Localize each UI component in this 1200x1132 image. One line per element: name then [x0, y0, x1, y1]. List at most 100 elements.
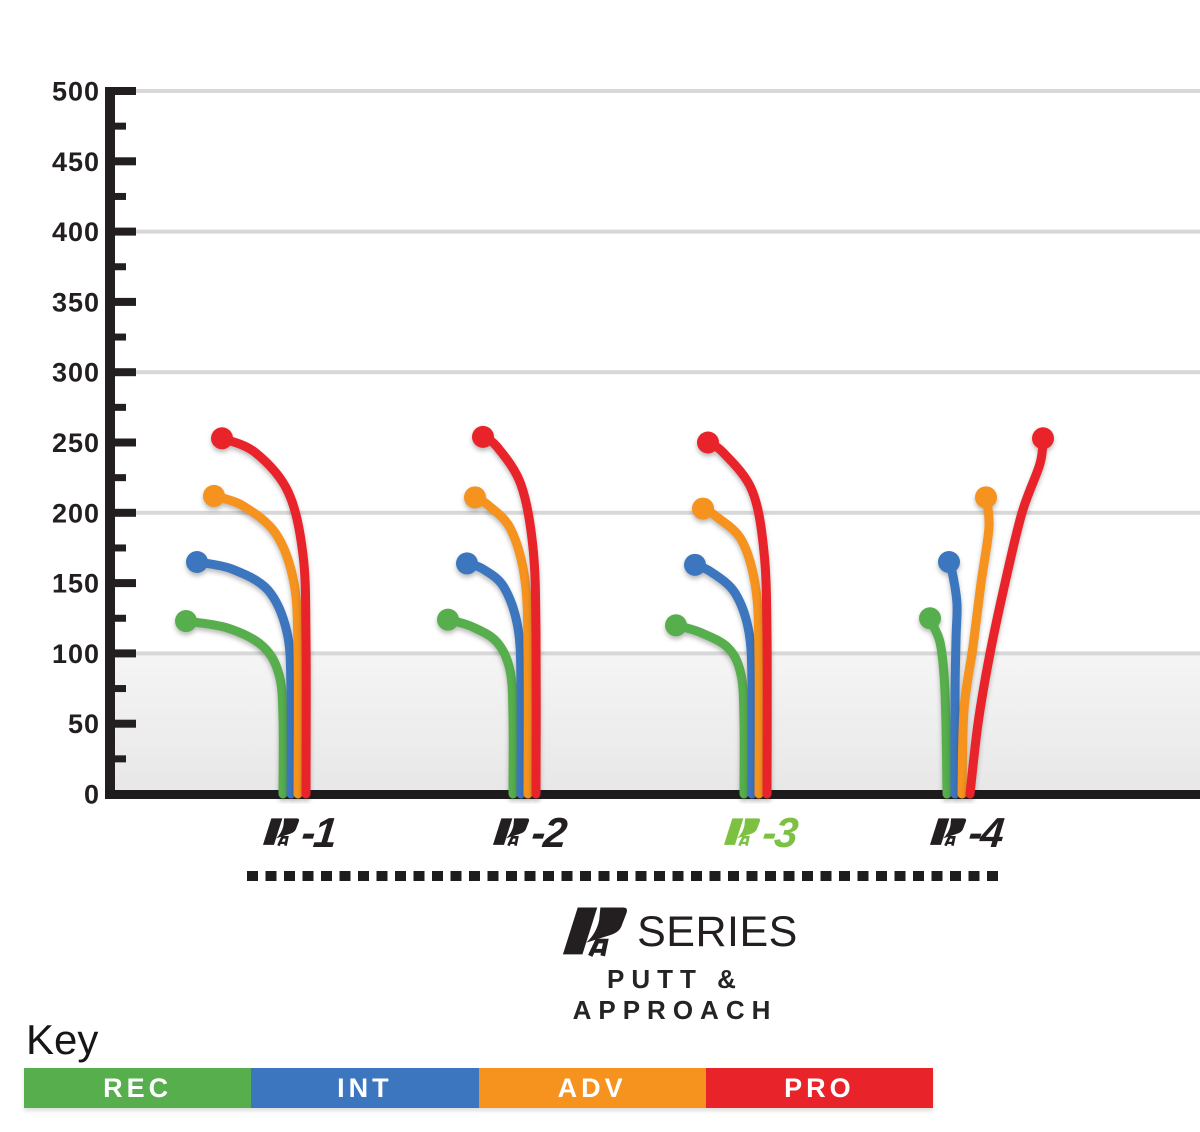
legend-segment-label: INT [337, 1072, 393, 1103]
flight-paths [175, 425, 1054, 799]
y-tick-label-450: 450 [52, 147, 100, 177]
flight-pa-3-int [684, 553, 757, 799]
flight-pa-2-int [456, 552, 526, 799]
gridline-200 [115, 510, 1200, 515]
flight-line [478, 432, 541, 799]
minor-tick-75 [113, 685, 126, 693]
minor-tick-425 [113, 192, 126, 200]
pa-monogram-icon [718, 816, 762, 849]
flight-pa-1-adv [203, 484, 303, 799]
flight-pa-3-rec [665, 614, 749, 799]
pa-monogram-icon [257, 816, 301, 849]
major-tick-250 [113, 438, 136, 447]
y-tick-label-400: 400 [52, 217, 100, 247]
series-word: SERIES [637, 908, 798, 956]
disc-label-pa-2: -2 [487, 808, 568, 856]
disc-label-pa-4: -4 [924, 809, 1005, 856]
y-axis-tick-labels: 0 50 100 150 200 250 300 350 400 450 500 [52, 77, 100, 805]
y-tick-label-50: 50 [68, 709, 100, 739]
flight-pa-4-adv [957, 486, 997, 799]
landing-dot [203, 484, 225, 507]
y-tick-label-150: 150 [52, 569, 100, 599]
landing-dot [211, 427, 233, 450]
legend-segment-pro: PRO [705, 1068, 933, 1108]
y-tick-label-200: 200 [52, 498, 100, 528]
flight-line [462, 558, 526, 799]
pa-monogram-icon [924, 816, 968, 849]
major-tick-400 [113, 227, 136, 236]
flight-line [703, 438, 772, 799]
y-tick-label-350: 350 [52, 287, 100, 317]
flight-pa-1-int [186, 551, 296, 799]
major-tick-150 [113, 579, 136, 588]
major-tick-50 [113, 719, 136, 728]
landing-dot [919, 607, 941, 630]
flight-line [671, 620, 749, 799]
flight-pa-2-rec [437, 608, 518, 799]
landing-dot [692, 497, 714, 520]
landing-dot [1032, 427, 1054, 450]
landing-dot [684, 553, 706, 576]
flight-pa-2-pro [472, 425, 541, 799]
y-axis-line [105, 87, 115, 798]
landing-dot [437, 608, 459, 631]
y-tick-label-500: 500 [52, 77, 100, 107]
y-tick-label-250: 250 [52, 428, 100, 458]
flight-pa-3-pro [697, 431, 772, 799]
landing-dot [938, 551, 960, 574]
flight-pa-2-adv [464, 486, 533, 799]
landing-dot [472, 425, 494, 448]
x-axis-line [105, 790, 1200, 799]
minor-tick-175 [113, 544, 126, 552]
legend-title: Key [26, 1016, 99, 1063]
flight-line [217, 433, 311, 799]
landing-dot [186, 551, 208, 574]
y-tick-label-0: 0 [84, 780, 100, 805]
dashed-separator [247, 871, 1005, 881]
landing-dot [175, 610, 197, 633]
legend-segment-int: INT [251, 1068, 479, 1108]
legend-segment-rec: REC [24, 1068, 252, 1108]
major-tick-500 [113, 87, 136, 95]
flight-pa-3-adv [692, 497, 764, 799]
flight-line [192, 557, 296, 799]
legend-segment-label: ADV [557, 1072, 627, 1103]
flight-line [690, 560, 757, 799]
flight-pa-1-pro [211, 427, 311, 799]
minor-tick-275 [113, 403, 126, 411]
landing-dot [464, 486, 486, 509]
minor-tick-125 [113, 614, 126, 622]
gridline-100 [115, 651, 1200, 656]
flight-pa-1-rec [175, 610, 288, 799]
major-tick-350 [113, 297, 136, 306]
pa-monogram-icon [552, 904, 630, 961]
disc-number: -2 [529, 808, 568, 856]
legend-segment-label: PRO [784, 1072, 855, 1103]
y-tick-label-100: 100 [52, 639, 100, 669]
legend-segment-label: REC [103, 1072, 173, 1103]
flight-line [470, 492, 533, 799]
gridlines [115, 89, 1200, 656]
flight-line [209, 491, 303, 799]
landing-dot [456, 552, 478, 575]
legend-bar: REC INT ADV PRO [24, 1068, 933, 1108]
flight-line [698, 504, 764, 799]
major-tick-300 [113, 368, 136, 377]
pa-monogram-icon [487, 816, 531, 849]
disc-label-pa-3: -3 [718, 808, 799, 856]
landing-dot [665, 614, 687, 637]
minor-tick-375 [113, 263, 126, 271]
disc-number: -3 [760, 808, 799, 856]
flight-line [965, 433, 1048, 799]
flight-line [443, 615, 518, 799]
disc-number: -1 [299, 808, 338, 856]
flight-line [944, 557, 962, 799]
series-logo: SERIES PUTT & APPROACH [500, 904, 850, 1026]
y-tick-label-300: 300 [52, 358, 100, 388]
major-tick-200 [113, 508, 136, 517]
gridline-300 [115, 370, 1200, 375]
minor-tick-475 [113, 122, 126, 130]
major-tick-100 [113, 649, 136, 658]
minor-tick-225 [113, 474, 126, 482]
